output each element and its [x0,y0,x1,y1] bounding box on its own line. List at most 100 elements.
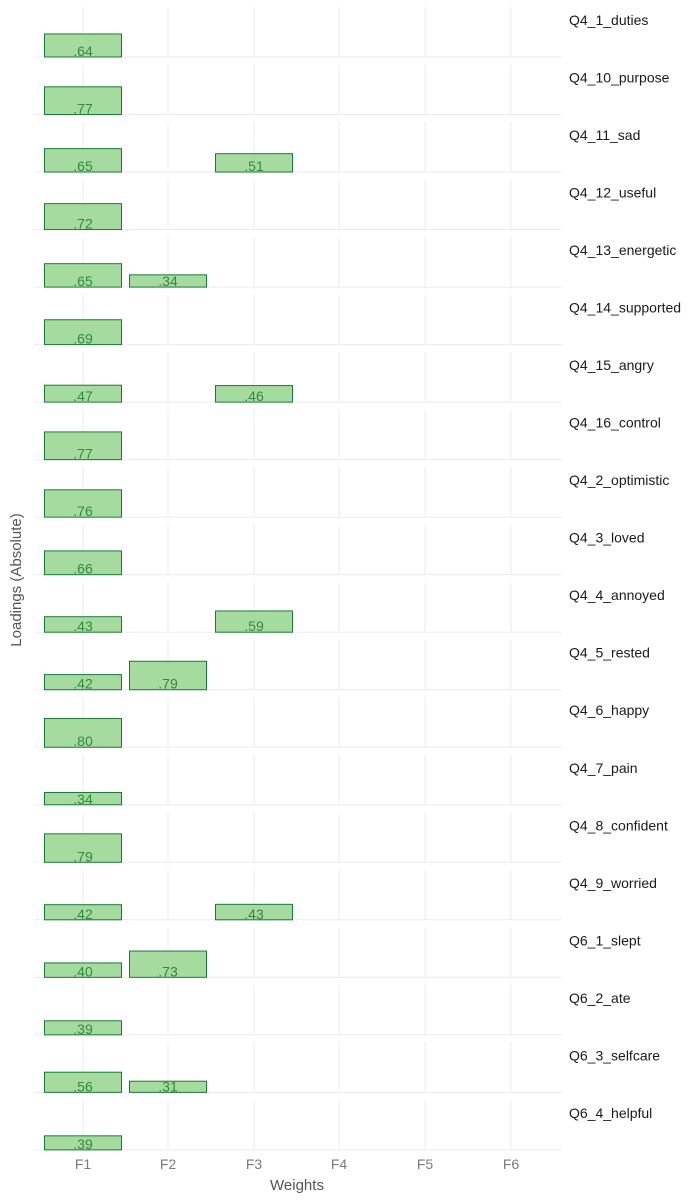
facet-panel: Q4_11_sad .65 .51 [34,122,640,174]
facet-panel: Q6_2_ate .39 [34,984,631,1037]
loading-bar [129,1080,207,1093]
bar-value-label: .79 [73,848,93,864]
bar-value-label: .69 [73,331,93,347]
loading-bar [129,274,207,288]
bar-value-label: .56 [73,1078,93,1094]
facet-panels: Q4_1_duties .64 Q4_10_purpose .77 Q4_11_sad.… [34,7,681,1152]
facet-strip-label: Q4_3_loved [569,530,645,546]
bar-value-label: .42 [73,676,93,692]
loading-bar [44,616,122,633]
loading-bar [44,833,122,863]
facet-strip-label: Q4_12_useful [569,185,656,201]
bar-value-label: .47 [73,388,93,404]
facet-strip-label: Q4_14_supported [569,300,681,316]
x-tick-label: F1 [75,1156,92,1172]
facet-strip-label: Q4_4_annoyed [569,587,665,603]
facet-strip-label: Q4_15_angry [569,357,654,373]
loading-bar [44,1135,122,1151]
bar-value-label: .79 [158,676,178,692]
facet-strip-label: Q4_2_optimistic [569,472,669,488]
bar-value-label: .46 [244,388,264,404]
loading-bar [44,904,122,921]
bar-value-label: .77 [73,446,93,462]
bar-value-label: .76 [73,503,93,519]
bar-value-label: .72 [73,216,93,232]
facet-panel: Q6_4_helpful .39 [34,1099,652,1152]
bar-value-label: .65 [73,158,93,174]
loading-bar [44,203,122,231]
x-tick-label: F3 [246,1156,263,1172]
facet-strip-label: Q4_13_energetic [569,242,676,258]
bar-value-label: .31 [158,1078,178,1094]
bar-value-label: .59 [244,618,264,634]
facet-strip-label: Q4_5_rested [569,645,650,661]
loading-bar [44,86,122,116]
facet-panel: Q4_15_angry .47 .46 [34,352,654,404]
loading-bar [44,384,122,403]
facet-strip-label: Q4_7_pain [569,760,638,776]
bar-value-label: .39 [73,1021,93,1037]
bar-value-label: .34 [73,791,93,807]
facet-panel: Q4_12_useful .72 [34,179,656,232]
loading-bar [44,489,122,518]
loading-bar [44,319,122,346]
facet-panel: Q4_10_purpose .77 [34,64,670,117]
bar-value-label: .40 [73,963,93,979]
x-tick-label: F5 [417,1156,434,1172]
facet-panel: Q4_7_pain .34 [34,754,638,807]
loading-bar [215,610,293,633]
loading-bar [44,550,122,576]
facet-strip-label: Q6_2_ate [569,990,631,1006]
facet-strip-label: Q4_9_worried [569,875,657,891]
loading-bar [44,1020,122,1036]
facet-panel: Q4_3_loved .66 [34,524,645,577]
facet-strip-label: Q4_16_control [569,415,661,431]
x-axis-ticks: F1 F2 F3 F4 F5 F6 [75,1156,520,1172]
facet-strip-label: Q6_4_helpful [569,1105,652,1121]
y-axis-title: Loadings (Absolute) [8,513,25,646]
loading-bar [129,660,207,691]
x-tick-label: F6 [503,1156,520,1172]
facet-strip-label: Q4_10_purpose [569,70,670,86]
facet-panel: Q4_1_duties .64 [34,7,648,59]
bar-value-label: .73 [158,963,178,979]
loading-bar [44,263,122,288]
facet-strip-label: Q4_11_sad [569,127,640,143]
loading-bar [44,792,122,806]
loading-bar [129,950,207,978]
loading-bar [44,148,122,173]
facet-strip-label: Q6_1_slept [569,932,641,948]
loading-bar [44,1071,122,1093]
bar-value-label: .64 [73,43,93,59]
x-tick-label: F2 [160,1156,177,1172]
facet-panel: Q4_6_happy .80 [34,697,649,749]
bar-value-label: .65 [73,273,93,289]
facet-strip-label: Q4_1_duties [569,12,648,28]
facet-panel: Q4_5_rested .42 .79 [34,639,650,692]
bar-value-label: .34 [158,273,178,289]
loading-bar [215,153,293,173]
bar-value-label: .43 [244,906,264,922]
x-tick-label: F4 [331,1156,348,1172]
facet-panel: Q4_13_energetic .65 .34 [34,237,676,289]
loading-bar [44,674,122,691]
facet-panel: Q4_4_annoyed .43 .59 [34,582,665,634]
bar-value-label: .77 [73,101,93,117]
facet-panel: Q4_8_confident .79 [34,812,668,864]
bar-value-label: .39 [73,1136,93,1152]
bar-value-label: .51 [244,158,264,174]
loading-bar [44,962,122,978]
facet-panel: Q4_14_supported .69 [34,294,681,347]
bar-value-label: .66 [73,561,93,577]
facet-panel: Q4_16_control .77 [34,409,661,462]
facet-panel: Q4_9_worried .42 .43 [34,869,657,922]
facet-strip-label: Q4_8_confident [569,817,668,833]
loading-bar [44,431,122,461]
facet-panel: Q6_3_selfcare .56 .31 [34,1042,660,1094]
bar-value-label: .80 [73,733,93,749]
bar-value-label: .43 [73,618,93,634]
facet-strip-label: Q4_6_happy [569,702,649,718]
loading-bar [44,33,122,58]
bar-value-label: .42 [73,906,93,922]
